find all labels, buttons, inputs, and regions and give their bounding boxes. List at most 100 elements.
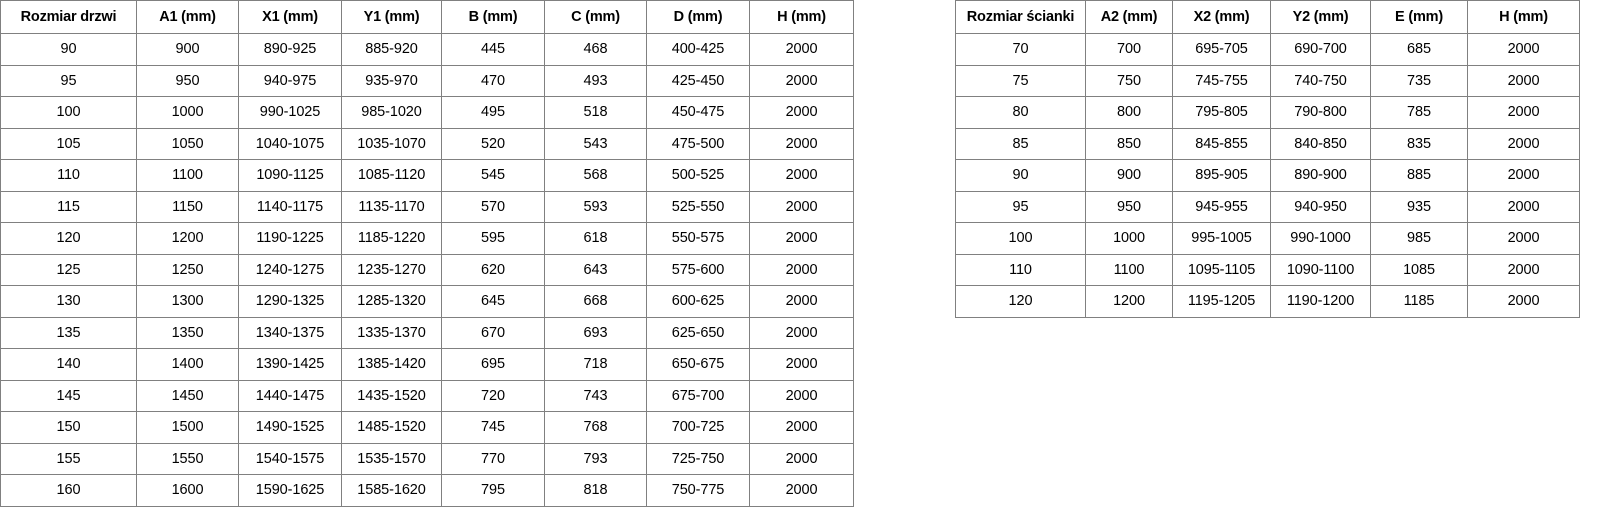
door-row-label: 90 <box>0 33 137 66</box>
table-cell: 2000 <box>1467 222 1580 255</box>
table-cell: 495 <box>441 96 545 129</box>
table-header-row: Rozmiar ścianki A2 (mm) X2 (mm) Y2 (mm) E (m… <box>955 0 1580 34</box>
table-cell: 2000 <box>749 222 854 255</box>
table-cell: 400-425 <box>646 33 750 66</box>
table-cell: 840-850 <box>1270 127 1371 160</box>
table-cell: 1450 <box>136 379 239 412</box>
table-row: 125 1250 1240-1275 1235-1270 620 643 575-600 20… <box>0 253 854 286</box>
door-column-header-7: H (mm) <box>749 0 854 34</box>
door-column-header-5: C (mm) <box>544 0 647 34</box>
wall-row-label: 95 <box>955 190 1086 223</box>
table-cell: 500-525 <box>646 159 750 192</box>
table-cell: 1190-1200 <box>1270 285 1371 318</box>
table-cell: 695 <box>441 348 545 381</box>
table-cell: 1035-1070 <box>341 127 442 160</box>
table-row: 80 800 795-805 790-800 785 2000 <box>955 96 1580 129</box>
wall-column-header-1: A2 (mm) <box>1085 0 1173 34</box>
table-cell: 845-855 <box>1172 127 1271 160</box>
table-cell: 2000 <box>1467 159 1580 192</box>
table-cell: 450-475 <box>646 96 750 129</box>
table-cell: 1385-1420 <box>341 348 442 381</box>
table-cell: 2000 <box>749 253 854 286</box>
table-cell: 743 <box>544 379 647 412</box>
table-cell: 720 <box>441 379 545 412</box>
table-cell: 985-1020 <box>341 96 442 129</box>
table-cell: 2000 <box>749 127 854 160</box>
table-cell: 1390-1425 <box>238 348 342 381</box>
table-cell: 950 <box>136 64 239 97</box>
table-row: 70 700 695-705 690-700 685 2000 <box>955 33 1580 66</box>
table-cell: 1300 <box>136 285 239 318</box>
door-row-label: 140 <box>0 348 137 381</box>
table-cell: 2000 <box>749 96 854 129</box>
table-cell: 935 <box>1370 190 1468 223</box>
table-cell: 835 <box>1370 127 1468 160</box>
table-row: 115 1150 1140-1175 1135-1170 570 593 525-550 20… <box>0 190 854 223</box>
table-cell: 1000 <box>136 96 239 129</box>
table-row: 100 1000 995-1005 990-1000 985 2000 <box>955 222 1580 255</box>
table-cell: 785 <box>1370 96 1468 129</box>
table-cell: 725-750 <box>646 442 750 475</box>
table-cell: 885 <box>1370 159 1468 192</box>
table-cell: 1335-1370 <box>341 316 442 349</box>
table-cell: 1490-1525 <box>238 411 342 444</box>
table-cell: 1090-1100 <box>1270 253 1371 286</box>
door-row-label: 120 <box>0 222 137 255</box>
table-cell: 1350 <box>136 316 239 349</box>
table-cell: 2000 <box>1467 190 1580 223</box>
table-cell: 985 <box>1370 222 1468 255</box>
table-cell: 940-975 <box>238 64 342 97</box>
table-cell: 1190-1225 <box>238 222 342 255</box>
table-row: 160 1600 1590-1625 1585-1620 795 818 750-775 20… <box>0 474 854 507</box>
wall-column-header-4: E (mm) <box>1370 0 1468 34</box>
table-row: 135 1350 1340-1375 1335-1370 670 693 625-650 20… <box>0 316 854 349</box>
door-size-table: Rozmiar drzwi A1 (mm) X1 (mm) Y1 (mm) B (mm)… <box>0 0 854 507</box>
table-row: 95 950 940-975 935-970 470 493 425-450 2000 <box>0 64 854 97</box>
table-cell: 470 <box>441 64 545 97</box>
table-cell: 1600 <box>136 474 239 507</box>
table-cell: 1440-1475 <box>238 379 342 412</box>
table-cell: 935-970 <box>341 64 442 97</box>
table-cell: 695-705 <box>1172 33 1271 66</box>
wall-panel-size-table: Rozmiar ścianki A2 (mm) X2 (mm) Y2 (mm) E (m… <box>955 0 1580 318</box>
table-row: 75 750 745-755 740-750 735 2000 <box>955 64 1580 97</box>
table-row: 145 1450 1440-1475 1435-1520 720 743 675-700 20… <box>0 379 854 412</box>
table-cell: 1250 <box>136 253 239 286</box>
table-cell: 745 <box>441 411 545 444</box>
door-table-header: Rozmiar drzwi A1 (mm) X1 (mm) Y1 (mm) B (mm)… <box>0 0 854 34</box>
table-cell: 2000 <box>749 379 854 412</box>
table-cell: 2000 <box>749 316 854 349</box>
table-header-row: Rozmiar drzwi A1 (mm) X1 (mm) Y1 (mm) B (mm)… <box>0 0 854 34</box>
wall-table-header: Rozmiar ścianki A2 (mm) X2 (mm) Y2 (mm) E (m… <box>955 0 1580 34</box>
table-cell: 1240-1275 <box>238 253 342 286</box>
table-cell: 600-625 <box>646 285 750 318</box>
table-cell: 2000 <box>749 442 854 475</box>
table-row: 105 1050 1040-1075 1035-1070 520 543 475-500 20… <box>0 127 854 160</box>
door-row-label: 95 <box>0 64 137 97</box>
table-cell: 668 <box>544 285 647 318</box>
table-row: 155 1550 1540-1575 1535-1570 770 793 725-750 20… <box>0 442 854 475</box>
wall-row-label: 120 <box>955 285 1086 318</box>
table-row: 120 1200 1195-1205 1190-1200 1185 2000 <box>955 285 1580 318</box>
table-cell: 1040-1075 <box>238 127 342 160</box>
table-cell: 1550 <box>136 442 239 475</box>
table-cell: 1085 <box>1370 253 1468 286</box>
table-row: 150 1500 1490-1525 1485-1520 745 768 700-725 20… <box>0 411 854 444</box>
table-row: 90 900 890-925 885-920 445 468 400-425 2000 <box>0 33 854 66</box>
table-cell: 675-700 <box>646 379 750 412</box>
table-cell: 1200 <box>1085 285 1173 318</box>
table-cell: 1500 <box>136 411 239 444</box>
table-cell: 718 <box>544 348 647 381</box>
table-cell: 1400 <box>136 348 239 381</box>
door-column-header-0: Rozmiar drzwi <box>0 0 137 34</box>
table-cell: 2000 <box>749 64 854 97</box>
wall-column-header-2: X2 (mm) <box>1172 0 1271 34</box>
table-cell: 493 <box>544 64 647 97</box>
table-cell: 735 <box>1370 64 1468 97</box>
table-cell: 745-755 <box>1172 64 1271 97</box>
table-cell: 693 <box>544 316 647 349</box>
table-cell: 1485-1520 <box>341 411 442 444</box>
table-cell: 1195-1205 <box>1172 285 1271 318</box>
table-cell: 2000 <box>1467 127 1580 160</box>
